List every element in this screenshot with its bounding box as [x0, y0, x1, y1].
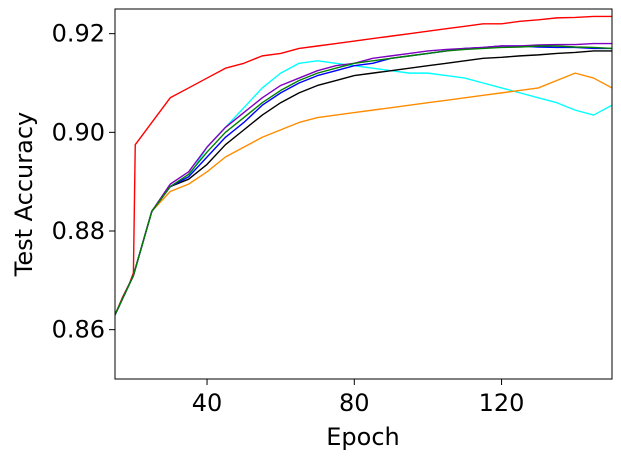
x-axis-label: Epoch: [326, 423, 400, 451]
y-tick-label: 0.86: [52, 316, 105, 344]
series-line-6: [115, 42, 612, 316]
plot-frame: [114, 8, 613, 380]
y-tick-label: 0.90: [52, 118, 105, 146]
x-tick-label: 120: [479, 389, 525, 417]
y-tick-label: 0.92: [52, 20, 105, 48]
x-tick-label: 80: [339, 389, 370, 417]
series-layer: [115, 15, 612, 316]
series-line-1: [115, 15, 612, 316]
series-line-7: [115, 45, 612, 316]
series-line-3: [115, 72, 612, 316]
axes-layer: 40 80 120 0.86 0.88 0.90 0.92: [52, 20, 525, 417]
series-line-5: [115, 45, 612, 316]
x-tick-label: 40: [192, 389, 223, 417]
series-line-4: [115, 50, 612, 316]
series-line-2: [115, 60, 612, 316]
y-axis-label: Test Accuracy: [10, 112, 38, 277]
y-tick-label: 0.88: [52, 217, 105, 245]
